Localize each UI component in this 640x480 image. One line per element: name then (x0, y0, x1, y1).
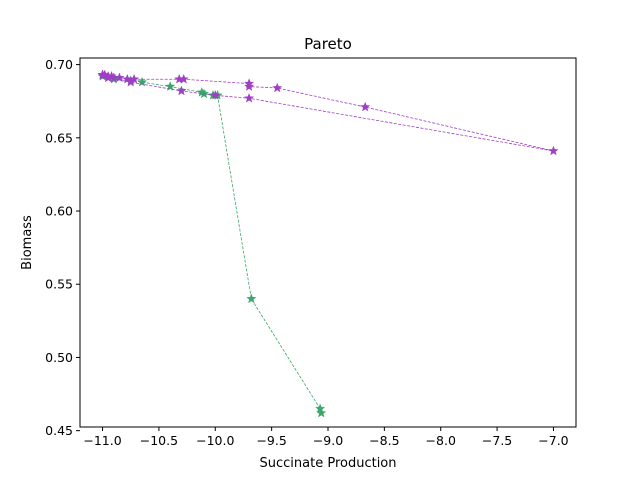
y-tick-label: 0.60 (45, 204, 73, 219)
data-point (243, 81, 255, 91)
plot-area (80, 58, 576, 427)
data-point (360, 101, 371, 112)
y-tick-label: 0.50 (45, 350, 73, 365)
series-2 (97, 69, 559, 156)
plot-frame (79, 57, 577, 428)
x-tick-label: −10.0 (196, 433, 234, 448)
data-point (548, 145, 559, 156)
x-tick-label: −7.0 (538, 433, 568, 448)
x-tick-label: −9.0 (313, 433, 343, 448)
data-point (114, 72, 125, 83)
y-tick-label: 0.45 (45, 423, 73, 438)
data-point (176, 85, 187, 96)
x-tick-label: −10.5 (140, 433, 178, 448)
data-point (314, 403, 326, 414)
data-point (165, 81, 176, 91)
data-point (97, 69, 108, 80)
ticks-layer: −11.0 −10.5 −10.0 −9.5 −9.0 −8.5 −8.0 −7.5 −7.0 0… (45, 57, 569, 448)
y-tick-label: 0.65 (45, 130, 73, 145)
x-tick-label: −11.0 (83, 433, 121, 448)
y-axis-label: Biomass (20, 215, 35, 270)
data-point (316, 407, 327, 418)
data-point (243, 92, 255, 103)
x-tick-label: −9.5 (256, 433, 286, 448)
y-tick-label: 0.55 (45, 277, 73, 292)
data-point (178, 73, 189, 84)
x-tick-label: −8.0 (426, 433, 456, 448)
x-tick-label: −8.5 (369, 433, 399, 448)
data-point (198, 88, 210, 99)
data-point (272, 82, 283, 93)
series-layer (97, 69, 559, 418)
chart-title: Pareto (304, 35, 352, 53)
data-point (125, 76, 136, 87)
data-point (246, 293, 257, 304)
x-axis-label: Succinate Production (260, 456, 397, 471)
data-point (210, 89, 221, 100)
x-tick-label: −7.5 (482, 433, 512, 448)
y-tick-label: 0.70 (45, 57, 73, 72)
